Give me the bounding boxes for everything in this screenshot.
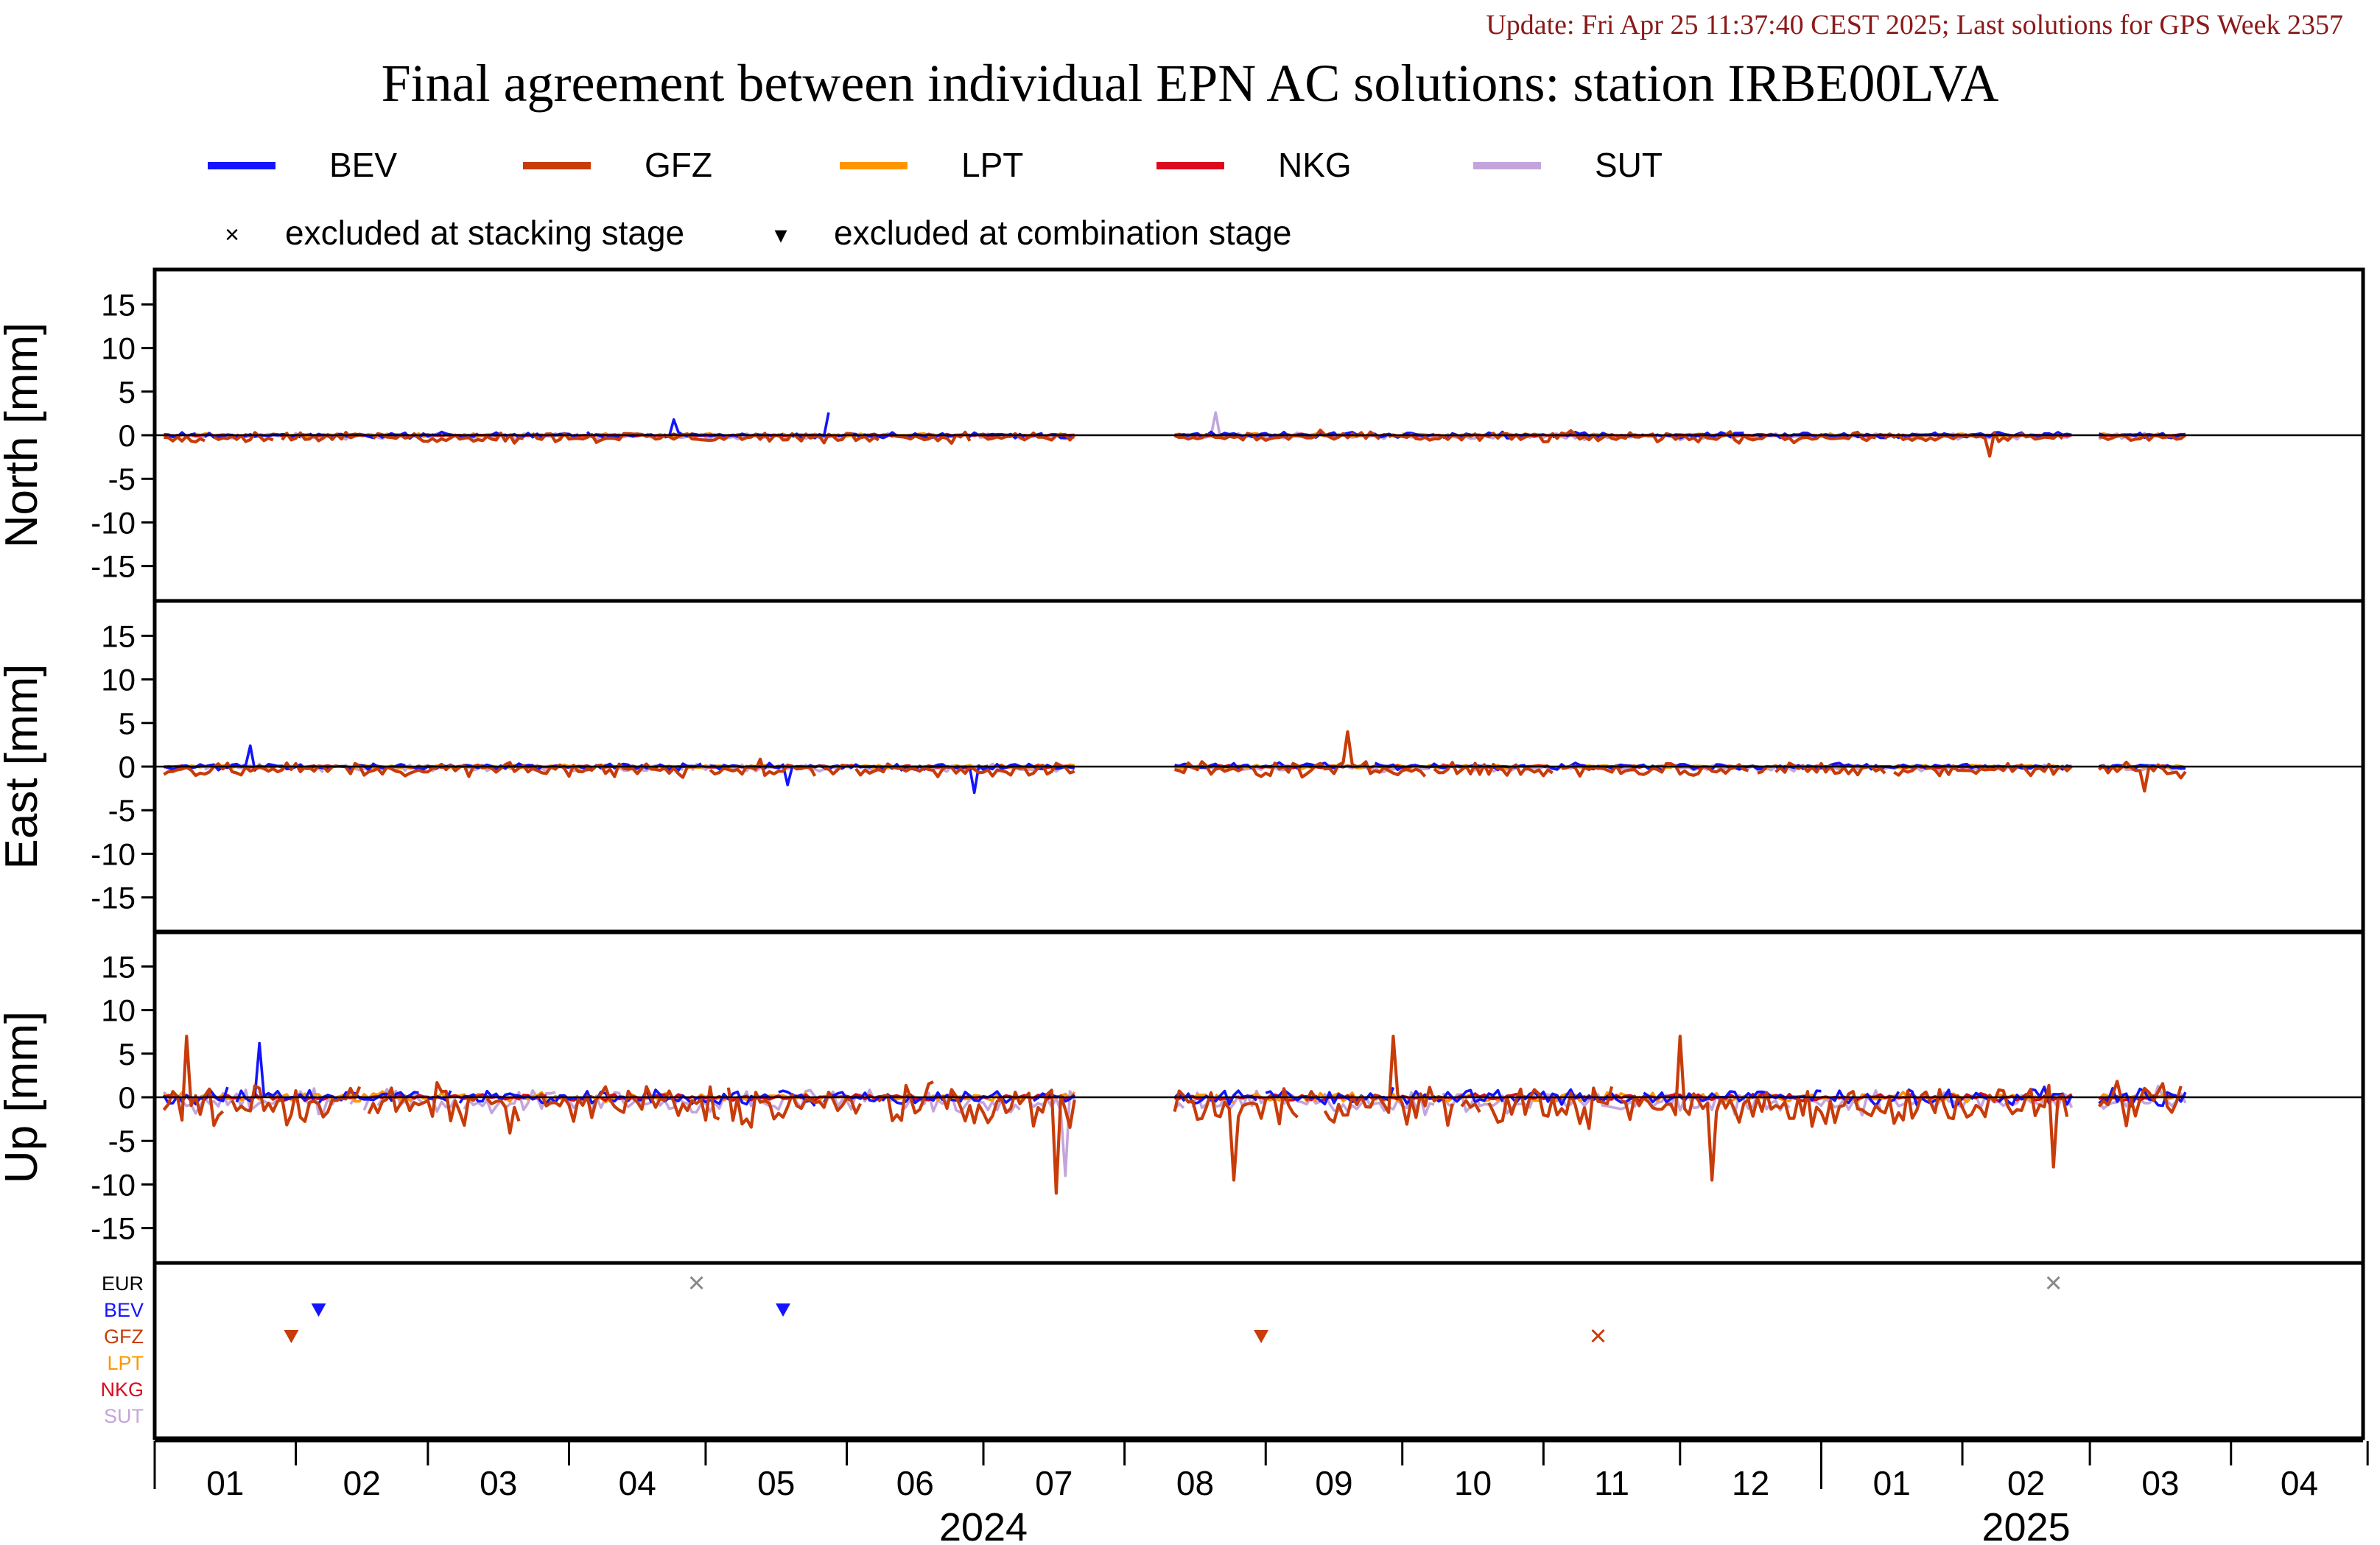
legend-marker-symbol: × xyxy=(225,221,239,249)
series-line-gfz xyxy=(163,730,2187,793)
x-month-label: 01 xyxy=(1873,1464,1911,1502)
x-month-label: 04 xyxy=(2281,1464,2318,1502)
y-tick-label: -5 xyxy=(108,1124,136,1158)
y-axis-label: East [mm] xyxy=(0,664,47,869)
y-tick-label: -10 xyxy=(91,1167,136,1202)
x-year-label: 2024 xyxy=(939,1505,1028,1545)
legend-label-lpt: LPT xyxy=(961,146,1023,184)
x-month-label: 12 xyxy=(1732,1464,1769,1502)
exclusion-triangle-marker xyxy=(284,1330,299,1343)
y-tick-label: 5 xyxy=(119,706,136,741)
y-tick-label: -10 xyxy=(91,505,136,540)
y-tick-label: -5 xyxy=(108,793,136,828)
y-tick-label: 15 xyxy=(101,619,136,653)
y-tick-label: 10 xyxy=(101,331,136,366)
x-month-label: 02 xyxy=(2007,1464,2045,1502)
y-axis-label: Up [mm] xyxy=(0,1011,47,1183)
exclusion-row-label-gfz: GFZ xyxy=(104,1326,144,1348)
legend-marker-symbol: ▾ xyxy=(774,221,787,249)
y-tick-label: 5 xyxy=(119,1037,136,1071)
y-tick-label: -15 xyxy=(91,549,136,584)
exclusion-row-label-eur: EUR xyxy=(102,1273,144,1295)
exclusion-panel: EUR BEV GFZ LPT NKG SUT xyxy=(100,1261,2365,1440)
x-month-label: 11 xyxy=(1594,1464,1629,1502)
y-tick-label: -15 xyxy=(91,1211,136,1246)
x-month-label: 03 xyxy=(2141,1464,2179,1502)
update-notice: Update: Fri Apr 25 11:37:40 CEST 2025; L… xyxy=(1486,10,2343,41)
y-tick-label: 5 xyxy=(119,375,136,409)
panel-east: 15 10 5 0 -5 -10 -15 East [mm] xyxy=(0,599,2365,935)
legend: BEV GFZ LPT NKG SUT × excluded at stacking sta… xyxy=(208,146,1663,252)
time-axis: 01 02 03 04 05 06 07 08 09 10 11 12 01 02 03 04 2024 2025 xyxy=(153,1440,2369,1545)
legend-marker-label: excluded at stacking stage xyxy=(285,214,684,252)
legend-label-nkg: NKG xyxy=(1278,146,1352,184)
exclusion-row-label-bev: BEV xyxy=(104,1299,144,1321)
exclusion-triangle-marker xyxy=(776,1303,791,1317)
plot-panels: 15 10 5 0 -5 -10 -15 North [mm] 15 10 5 0 -5 -10 -15 Ea… xyxy=(0,267,2365,1265)
y-tick-label: 10 xyxy=(101,993,136,1028)
y-tick-label: 15 xyxy=(101,287,136,322)
legend-label-gfz: GFZ xyxy=(645,146,712,184)
panel-up: 15 10 5 0 -5 -10 -15 Up [mm] xyxy=(0,929,2365,1265)
x-month-label: 07 xyxy=(1035,1464,1073,1502)
y-tick-label: -10 xyxy=(91,837,136,871)
legend-marker-label: excluded at combination stage xyxy=(834,214,1291,252)
y-tick-label: 0 xyxy=(119,750,136,784)
x-year-label: 2025 xyxy=(1982,1505,2071,1545)
exclusion-triangle-marker xyxy=(1254,1330,1269,1343)
x-month-label: 05 xyxy=(757,1464,795,1502)
x-month-label: 08 xyxy=(1176,1464,1214,1502)
exclusion-cross-marker xyxy=(2046,1275,2060,1290)
series-line-gfz xyxy=(162,1035,2183,1195)
y-tick-label: 0 xyxy=(119,1080,136,1115)
y-tick-label: 0 xyxy=(119,418,136,453)
x-month-label: 10 xyxy=(1454,1464,1492,1502)
y-tick-label: 10 xyxy=(101,663,136,697)
x-month-label: 06 xyxy=(896,1464,934,1502)
y-axis-label: North [mm] xyxy=(0,323,47,549)
legend-label-bev: BEV xyxy=(329,146,397,184)
panel-north: 15 10 5 0 -5 -10 -15 North [mm] xyxy=(0,267,2365,603)
exclusion-row-label-lpt: LPT xyxy=(107,1352,144,1374)
x-month-label: 09 xyxy=(1315,1464,1352,1502)
y-tick-label: -5 xyxy=(108,462,136,496)
x-month-label: 04 xyxy=(619,1464,656,1502)
chart-title: Final agreement between individual EPN A… xyxy=(381,54,1999,113)
x-month-label: 02 xyxy=(343,1464,381,1502)
exclusion-cross-marker xyxy=(689,1275,703,1290)
exclusion-frame xyxy=(152,1261,2365,1440)
exclusion-triangle-marker xyxy=(311,1303,326,1317)
exclusion-row-label-sut: SUT xyxy=(104,1405,144,1427)
legend-label-sut: SUT xyxy=(1595,146,1663,184)
y-tick-label: 15 xyxy=(101,949,136,984)
x-month-label: 03 xyxy=(480,1464,517,1502)
exclusion-row-label-nkg: NKG xyxy=(100,1379,144,1401)
x-month-label: 01 xyxy=(206,1464,244,1502)
y-tick-label: -15 xyxy=(91,881,136,915)
exclusion-cross-marker xyxy=(1591,1328,1605,1343)
